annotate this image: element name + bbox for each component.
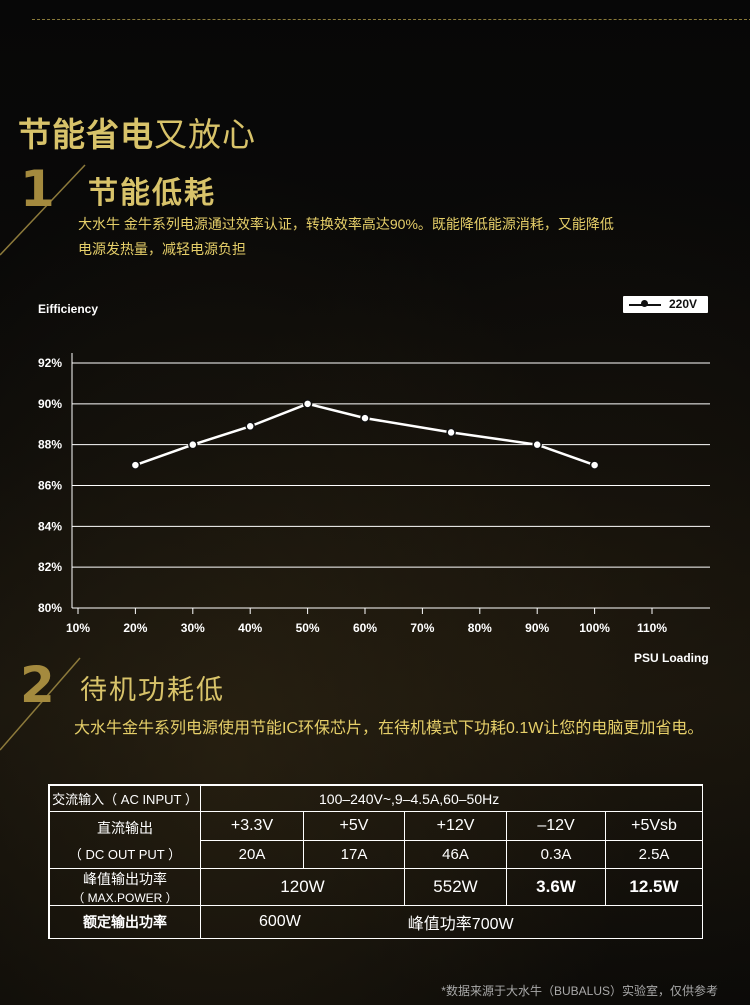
peak-power-label-cn: 峰值输出功率 <box>83 870 167 887</box>
chart-legend: 220V <box>623 296 708 313</box>
x-tick-label: 100% <box>579 621 610 635</box>
section2-slash <box>0 657 81 751</box>
rail-neg12v: –12V <box>506 811 606 841</box>
chart-series <box>130 399 600 470</box>
peak-value-5vsb: 12.5W <box>605 868 703 906</box>
data-point <box>130 460 141 470</box>
page-title: 节能省电又放心 <box>18 116 256 153</box>
rated-power-row: 600W 峰值功率700W <box>200 905 703 939</box>
dc-output-label-cn: 直流输出 <box>97 819 153 836</box>
peak-power-label: 峰值输出功率 （ MAX.POWER ） <box>49 868 201 906</box>
spec-table: 交流输入（ AC INPUT ） 100–240V~,9–4.5A,60–50H… <box>48 784 703 939</box>
section1-line1: 大水牛 金牛系列电源通过效率认证，转换效率高达90%。既能降低能源消耗，又能降低 <box>78 216 614 232</box>
data-point <box>446 427 456 438</box>
rail-12v: +12V <box>404 811 507 841</box>
dc-output-label: 直流输出 （ DC OUT PUT ） <box>49 811 201 869</box>
rail-5v: +5V <box>303 811 405 841</box>
chart-xlabel: PSU Loading <box>634 651 709 665</box>
current-12v: 46A <box>404 840 507 869</box>
section2-text: 大水牛金牛系列电源使用节能IC环保芯片，在待机模式下功耗0.1W让您的电脑更加省… <box>74 720 704 737</box>
legend-marker <box>641 300 648 307</box>
x-tick-label: 70% <box>410 621 434 635</box>
section1-line2: 电源发热量，减轻电源负担 <box>78 241 246 257</box>
section2-title: 待机功耗低 <box>80 675 225 705</box>
current-3v3: 20A <box>200 840 304 869</box>
peak-power-label-en: （ MAX.POWER ） <box>72 890 178 905</box>
peak-power-total: 峰值功率700W <box>407 916 514 933</box>
ac-input-label: 交流输入（ AC INPUT ） <box>49 785 201 812</box>
x-tick-label: 30% <box>181 621 205 635</box>
chart-y-ticks: 80% 82% 84% 86% 88% 90% 92% <box>38 356 62 615</box>
y-tick-label: 80% <box>38 601 62 615</box>
data-point <box>532 439 542 450</box>
peak-value-neg12v: 3.6W <box>506 868 606 906</box>
y-tick-label: 84% <box>38 519 62 533</box>
data-point <box>589 460 600 470</box>
section1-text: 大水牛 金牛系列电源通过效率认证，转换效率高达90%。既能降低能源消耗，又能降低… <box>78 212 678 262</box>
y-tick-label: 88% <box>38 438 62 452</box>
current-neg12v: 0.3A <box>506 840 606 869</box>
rail-5vsb: +5Vsb <box>605 811 703 841</box>
data-point <box>188 439 198 450</box>
current-5v: 17A <box>303 840 405 869</box>
y-tick-label: 82% <box>38 560 62 574</box>
section1-slash <box>0 164 86 256</box>
footnote: *数据来源于大水牛（BUBALUS）实验室，仅供参考 <box>441 984 718 998</box>
dc-output-label-en: （ DC OUT PUT ） <box>68 846 182 862</box>
legend-label: 220V <box>669 297 698 311</box>
section1-number: 1 <box>20 160 55 218</box>
data-point <box>302 399 313 409</box>
data-point <box>360 413 370 423</box>
x-tick-label: 90% <box>525 621 549 635</box>
y-tick-label: 92% <box>38 356 62 370</box>
ac-input-value: 100–240V~,9–4.5A,60–50Hz <box>200 785 703 812</box>
x-tick-label: 60% <box>353 621 377 635</box>
efficiency-chart: Eifficiency 80% 82% 84% 86% 88% 90% 92% 10% 20%… <box>38 302 710 665</box>
current-5vsb: 2.5A <box>605 840 703 869</box>
rated-power-value: 600W <box>259 913 301 930</box>
peak-value-3v3-5v: 120W <box>200 868 405 906</box>
chart-ylabel: Eifficiency <box>38 302 98 316</box>
x-tick-label: 10% <box>66 621 90 635</box>
series-line <box>134 402 596 467</box>
x-tick-label: 80% <box>468 621 492 635</box>
rail-3v3: +3.3V <box>200 811 304 841</box>
rated-power-label: 额定输出功率 <box>49 905 201 939</box>
section1-title: 节能低耗 <box>88 177 216 210</box>
peak-value-12v: 552W <box>404 868 507 906</box>
section2-number: 2 <box>20 656 55 714</box>
data-point <box>245 421 255 432</box>
x-tick-label: 40% <box>238 621 262 635</box>
x-tick-label: 50% <box>296 621 320 635</box>
x-tick-label: 110% <box>637 621 667 635</box>
dashed-divider <box>32 19 750 20</box>
y-tick-label: 90% <box>38 397 62 411</box>
x-tick-label: 20% <box>123 621 147 635</box>
chart-grid <box>71 353 710 609</box>
y-tick-label: 86% <box>38 479 62 493</box>
chart-x-ticks: 10% 20% 30% 40% 50% 60% 70% 80% 90% 100% 110% <box>66 608 667 635</box>
